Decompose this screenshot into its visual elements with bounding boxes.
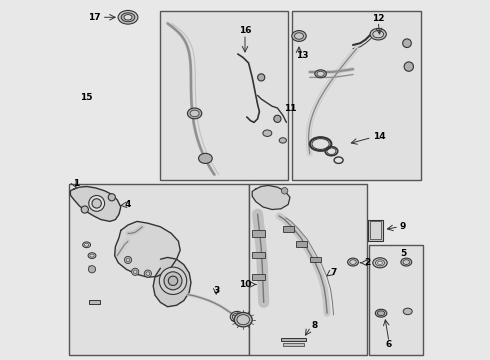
Text: 12: 12 [372,14,385,23]
Ellipse shape [230,311,244,322]
Ellipse shape [375,260,385,266]
Text: 7: 7 [331,269,337,277]
Circle shape [88,266,96,273]
Text: 8: 8 [312,321,318,330]
Circle shape [159,267,187,294]
Circle shape [404,62,414,71]
Ellipse shape [403,308,412,315]
Ellipse shape [294,33,303,39]
Ellipse shape [350,260,356,264]
Bar [90,300,100,304]
Ellipse shape [84,243,89,246]
Circle shape [258,74,265,81]
Polygon shape [71,186,121,221]
Ellipse shape [121,13,135,22]
Circle shape [144,270,151,277]
Bar [368,220,383,241]
Circle shape [133,270,137,274]
Bar [281,338,306,341]
Bar [160,11,288,180]
Circle shape [164,272,182,290]
Circle shape [403,39,411,48]
Bar [292,11,421,180]
Ellipse shape [263,130,272,136]
Ellipse shape [347,258,358,266]
Text: 10: 10 [240,280,252,289]
Ellipse shape [198,153,212,163]
Bar [252,274,265,280]
Text: 2: 2 [364,258,370,266]
Text: 9: 9 [400,222,406,231]
Text: 11: 11 [284,104,296,113]
Ellipse shape [187,108,202,119]
Circle shape [108,194,116,201]
Circle shape [124,256,132,264]
Ellipse shape [237,315,249,325]
Bar [296,241,307,247]
Ellipse shape [83,242,91,248]
Ellipse shape [315,70,326,78]
Text: 1: 1 [73,179,79,188]
Ellipse shape [317,71,324,76]
Text: 6: 6 [386,341,392,349]
Bar [369,245,423,355]
Ellipse shape [118,10,138,24]
Circle shape [89,195,104,211]
Bar [283,226,294,232]
Text: 4: 4 [124,200,131,209]
Bar [370,221,381,239]
Bar [283,343,304,346]
Ellipse shape [90,254,94,257]
Ellipse shape [373,258,387,268]
Circle shape [126,258,130,262]
Ellipse shape [124,15,132,20]
Ellipse shape [403,260,410,264]
Circle shape [281,188,288,194]
Text: 17: 17 [88,13,100,22]
Ellipse shape [88,253,96,258]
Text: 13: 13 [296,51,309,60]
Ellipse shape [292,31,306,41]
Circle shape [132,268,139,275]
Circle shape [92,199,101,208]
Polygon shape [153,257,191,307]
Bar [252,230,265,237]
Ellipse shape [401,258,412,266]
Bar [69,184,248,355]
Bar [248,184,368,355]
Ellipse shape [279,138,286,143]
Circle shape [81,206,88,213]
Ellipse shape [373,31,384,38]
Text: 5: 5 [400,249,406,258]
Circle shape [274,115,281,122]
Text: 15: 15 [80,93,93,102]
Polygon shape [252,185,290,210]
Text: 14: 14 [373,132,386,141]
Bar [310,257,320,262]
Text: 16: 16 [239,26,251,35]
Ellipse shape [370,28,386,40]
Ellipse shape [232,313,242,320]
Polygon shape [115,221,180,277]
Ellipse shape [234,312,252,327]
Ellipse shape [375,309,387,317]
Ellipse shape [378,261,382,264]
Circle shape [169,276,178,285]
Bar [252,252,265,258]
Text: 3: 3 [213,287,220,295]
Circle shape [146,272,149,275]
Ellipse shape [190,110,199,117]
